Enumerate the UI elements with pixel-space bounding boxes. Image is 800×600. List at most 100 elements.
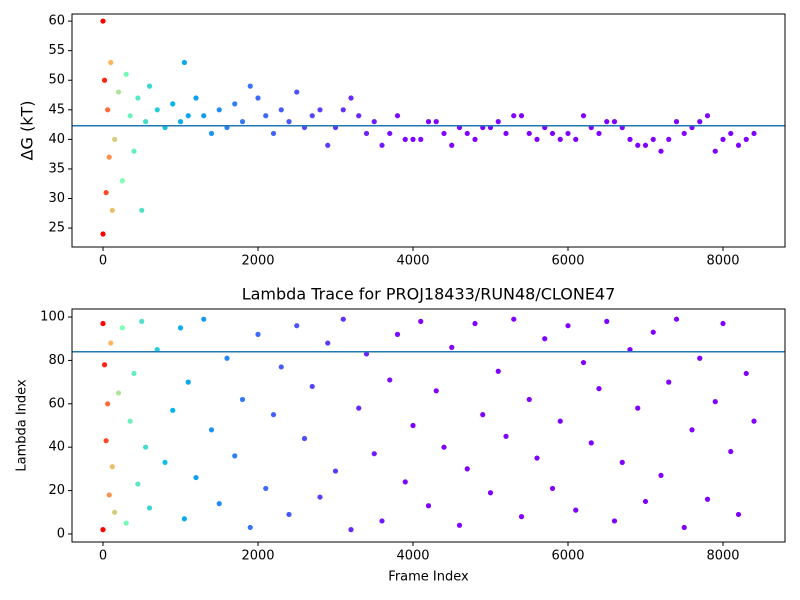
data-point (108, 59, 114, 66)
data-point (449, 344, 455, 350)
data-point (549, 485, 556, 492)
data-point (410, 422, 416, 429)
data-point (100, 320, 106, 327)
data-point (518, 113, 525, 119)
data-point (208, 427, 215, 433)
data-point (103, 189, 109, 196)
data-point (658, 148, 664, 154)
data-point (106, 492, 112, 498)
data-point (119, 178, 125, 184)
data-point (666, 136, 672, 142)
y-axis-label: Lambda Index (15, 379, 30, 472)
data-point (123, 71, 129, 77)
data-point (743, 136, 749, 142)
data-point (185, 113, 191, 119)
data-point (263, 113, 269, 119)
data-point (106, 154, 112, 160)
data-point (131, 370, 137, 377)
data-point (580, 113, 587, 119)
data-point (232, 101, 238, 107)
y-tick-label: 20 (48, 483, 65, 498)
data-point (728, 130, 734, 137)
data-point (239, 396, 246, 403)
data-point (666, 379, 672, 385)
data-point (487, 490, 494, 496)
data-point (526, 130, 532, 137)
data-point (216, 107, 222, 113)
data-point (208, 130, 215, 137)
data-point (101, 362, 108, 368)
data-point (108, 340, 114, 346)
data-point (201, 316, 207, 322)
x-tick-label: 0 (99, 549, 107, 564)
data-point (387, 377, 393, 383)
data-point (534, 136, 540, 142)
data-point (255, 331, 261, 337)
y-tick-label: 60 (48, 396, 65, 411)
plot-area (100, 316, 757, 533)
data-point (542, 336, 548, 342)
data-point (712, 148, 718, 154)
data-point (704, 113, 711, 119)
data-point (286, 119, 292, 125)
data-point (642, 142, 649, 148)
data-point (619, 459, 625, 465)
data-point (216, 501, 222, 507)
data-point (518, 514, 525, 520)
data-point (565, 130, 571, 137)
data-point (294, 323, 300, 329)
data-point (100, 231, 106, 237)
data-point (100, 18, 106, 24)
data-point (247, 524, 253, 531)
data-point (627, 346, 633, 353)
data-point (170, 407, 176, 413)
x-axis-label: Frame Index (388, 570, 469, 585)
data-point (751, 130, 757, 137)
y-tick-label: 55 (48, 43, 65, 58)
data-point (115, 89, 122, 95)
data-point (573, 507, 579, 513)
data-point (588, 440, 594, 446)
data-point (495, 119, 501, 125)
data-point (549, 130, 556, 137)
data-point (673, 316, 680, 322)
data-point (239, 119, 246, 125)
data-point (119, 325, 125, 331)
y-tick-label: 40 (48, 440, 65, 455)
data-point (135, 95, 141, 101)
data-point (464, 466, 470, 472)
data-point (425, 119, 432, 125)
data-point (611, 119, 618, 125)
y-tick-label: 60 (48, 14, 65, 29)
data-point (751, 418, 757, 424)
data-point (112, 509, 118, 515)
data-point (363, 351, 370, 357)
axes-frame (71, 13, 786, 248)
data-point (232, 453, 238, 459)
data-point (193, 474, 199, 481)
data-point (363, 130, 370, 137)
data-point (557, 136, 563, 142)
data-point (181, 59, 187, 66)
y-tick-label: 40 (48, 132, 65, 147)
data-point (135, 481, 141, 487)
data-point (387, 130, 393, 137)
data-point (503, 433, 509, 439)
x-tick-label: 4000 (396, 549, 429, 564)
x-tick-label: 6000 (551, 254, 584, 269)
data-point (340, 107, 346, 113)
data-point (627, 136, 633, 142)
data-point (720, 320, 726, 327)
data-point (356, 113, 362, 119)
data-point (224, 355, 230, 361)
data-point (425, 503, 432, 509)
axes-frame (71, 308, 786, 543)
data-point (325, 142, 331, 148)
y-tick-label: 0 (57, 526, 65, 541)
data-point (379, 142, 385, 148)
data-point (472, 136, 478, 142)
data-point (418, 318, 424, 324)
data-point (573, 136, 579, 142)
y-tick-label: 25 (48, 221, 65, 236)
data-point (109, 464, 115, 470)
